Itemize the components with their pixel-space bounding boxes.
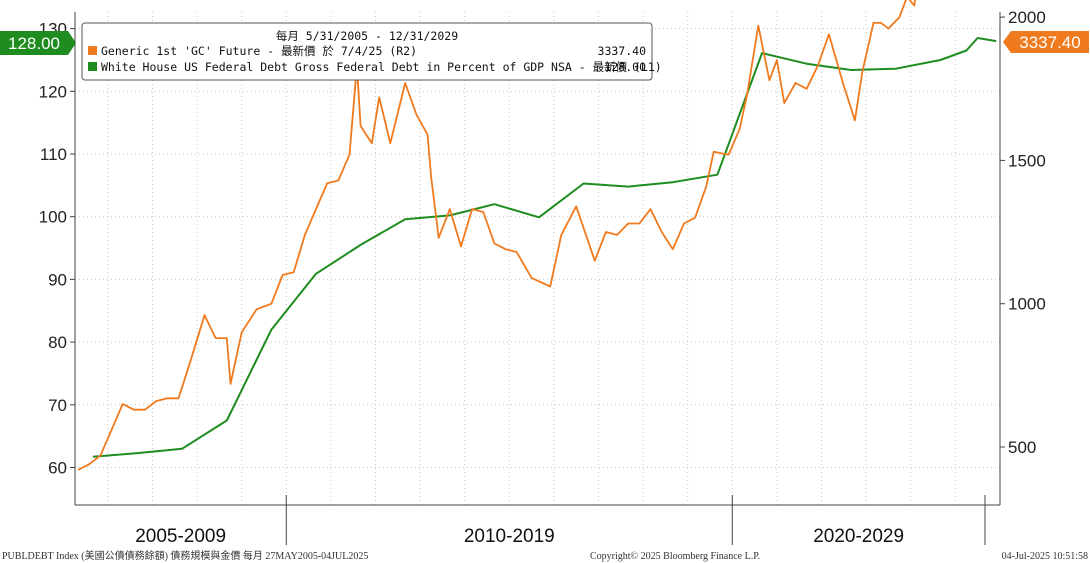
right-tag-box <box>1011 31 1089 53</box>
x-band-label: 2020-2029 <box>813 526 904 547</box>
right-tag-pointer <box>1003 31 1011 53</box>
x-band-label: 2005-2009 <box>135 526 226 547</box>
left-tag-box <box>0 31 68 55</box>
right-tick-label: 1500 <box>1008 151 1046 170</box>
legend-header: 每月 5/31/2005 - 12/31/2029 <box>276 29 458 43</box>
footer: PUBLDEBT Index (美國公債債務餘額) 債務規模與金價 每月 27M… <box>2 549 1088 562</box>
x-axis-bands: 2005-2009 2010-2019 2020-2029 <box>75 495 1000 547</box>
legend-label-gold: Generic 1st 'GC' Future - 最新價 於 7/4/25 (… <box>101 44 417 58</box>
legend-box <box>81 22 653 81</box>
plot-frame <box>75 12 1000 505</box>
right-tick-label: 1000 <box>1008 295 1046 314</box>
axes <box>74 12 1001 505</box>
right-tick-label: 2000 <box>1008 8 1046 27</box>
left-tick-label: 70 <box>48 396 67 415</box>
right-tag-text: 3337.40 <box>1019 33 1080 52</box>
left-tag-text: 128.00 <box>8 34 60 53</box>
left-last-value-tag: 128.00 <box>0 31 76 55</box>
footer-left: PUBLDEBT Index (美國公債債務餘額) 債務規模與金價 每月 27M… <box>2 549 368 562</box>
left-tick-label: 110 <box>40 145 67 164</box>
right-tick-label: 500 <box>1008 438 1036 457</box>
legend-value-gold: 3337.40 <box>598 44 647 58</box>
debt-to-gdp-line <box>92 37 997 458</box>
right-y-axis-ticks: 500100015002000250030003500 <box>1000 8 1046 457</box>
legend-swatch-debt <box>88 62 97 71</box>
left-tag-pointer <box>68 31 76 55</box>
legend-label-debt: White House US Federal Debt Gross Federa… <box>101 60 662 74</box>
left-tick-label: 90 <box>48 270 67 289</box>
left-tick-label: 100 <box>39 208 67 227</box>
right-last-value-tag: 3337.40 <box>1003 31 1089 53</box>
legend-value-debt: 128.00 <box>604 60 646 74</box>
left-tick-label: 80 <box>48 333 67 352</box>
legend: 每月 5/31/2005 - 12/31/2029 Generic 1st 'G… <box>81 22 662 81</box>
footer-right: 04-Jul-2025 10:51:58 <box>1002 551 1088 562</box>
left-tick-label: 120 <box>39 82 67 101</box>
gold-price-line <box>77 0 916 471</box>
legend-swatch-gold <box>88 46 97 55</box>
series-layer <box>77 0 997 471</box>
x-band-label: 2010-2019 <box>464 526 555 547</box>
footer-center: Copyright© 2025 Bloomberg Finance L.P. <box>590 551 760 562</box>
left-tick-label: 60 <box>48 459 67 478</box>
